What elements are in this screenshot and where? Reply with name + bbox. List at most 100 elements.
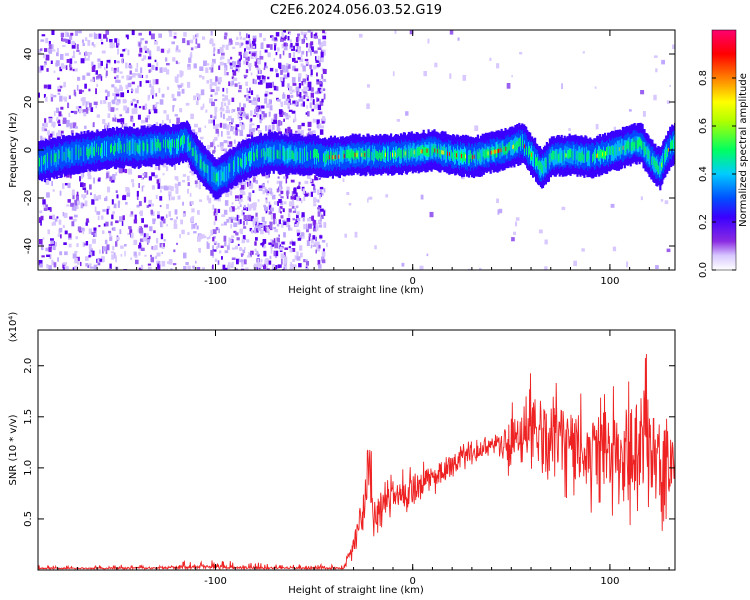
spectrogram-cell bbox=[79, 176, 81, 182]
spectrogram-cell bbox=[59, 66, 63, 72]
spectrogram-cell bbox=[256, 98, 260, 101]
spectrogram-cell bbox=[154, 59, 157, 63]
spectrogram-cell bbox=[218, 250, 222, 254]
spectrogram-cell bbox=[203, 60, 207, 66]
spectrogram-cell bbox=[269, 67, 274, 72]
spectrogram-cell bbox=[41, 126, 46, 132]
spectrogram-cell bbox=[38, 239, 43, 245]
spectrogram-cell bbox=[71, 189, 75, 196]
spectrogram-cell bbox=[84, 37, 88, 41]
spectrogram-cell bbox=[63, 212, 68, 218]
spectrogram-cell bbox=[272, 264, 275, 269]
spectrogram-cell bbox=[173, 32, 177, 35]
spectrogram-cell bbox=[63, 65, 66, 69]
spectrogram-cell bbox=[247, 255, 251, 258]
spectrogram-cell bbox=[290, 227, 293, 231]
spectrogram-cell bbox=[311, 108, 314, 112]
spectrogram-cell bbox=[77, 76, 81, 81]
spectrogram-cell bbox=[323, 210, 326, 216]
spectrogram-cell bbox=[101, 42, 104, 45]
spectrogram-cell bbox=[59, 85, 63, 89]
spectrogram-cell bbox=[280, 190, 284, 195]
spectrogram-cell bbox=[271, 194, 276, 200]
spectrogram-cell bbox=[72, 218, 77, 222]
spectrogram-cell bbox=[136, 100, 139, 104]
spectrogram-cell bbox=[244, 259, 247, 265]
spectrogram-cell bbox=[122, 167, 125, 173]
spectrogram-cell bbox=[653, 94, 657, 101]
spectrogram-cell bbox=[44, 48, 48, 52]
spectrogram-cell bbox=[299, 235, 303, 240]
spectrogram-cell bbox=[655, 68, 658, 73]
spectrogram-cell bbox=[226, 88, 229, 94]
spectrogram-cell bbox=[80, 58, 85, 64]
spectrogram-cell bbox=[229, 62, 233, 66]
spectrogram-cell bbox=[297, 46, 300, 52]
spectrogram-cell bbox=[235, 124, 240, 128]
spectrogram-cell bbox=[50, 44, 54, 50]
spectrogram-cell bbox=[192, 265, 195, 269]
spectrogram-cell bbox=[300, 63, 304, 67]
spectrogram-cell bbox=[270, 207, 274, 212]
spectrogram-cell bbox=[144, 254, 147, 257]
spectrogram-cell bbox=[215, 227, 219, 231]
spectrogram-cell bbox=[264, 188, 268, 193]
spectrogram-cell bbox=[278, 199, 282, 204]
spectrogram-cell bbox=[165, 214, 168, 218]
spectrogram-cell bbox=[297, 130, 300, 135]
spectrogram-cell bbox=[105, 30, 109, 35]
spectrogram-cell bbox=[54, 218, 58, 222]
spectrogram-cell bbox=[245, 61, 249, 66]
spectrogram-cell bbox=[497, 209, 500, 215]
spectrogram-cell bbox=[142, 237, 147, 242]
spectrogram-cell bbox=[263, 113, 267, 118]
spectrogram-cell bbox=[312, 130, 316, 134]
spectrogram-cell bbox=[111, 251, 115, 254]
spectrogram-cell bbox=[72, 267, 75, 270]
spectrogram-cell bbox=[318, 62, 321, 66]
spectrogram-cell bbox=[318, 111, 323, 115]
spectrogram-cell bbox=[38, 69, 42, 73]
spectrogram-cell bbox=[80, 89, 83, 94]
spectrogram-cell bbox=[78, 52, 81, 55]
spectrogram-cell bbox=[304, 92, 308, 97]
spectrogram-cell bbox=[244, 247, 246, 250]
spectrogram-cell bbox=[196, 225, 199, 230]
spectrogram-cell bbox=[139, 47, 143, 53]
spectrogram-cell bbox=[282, 208, 285, 213]
spectrogram-cell bbox=[259, 74, 263, 78]
spectrogram-cell bbox=[296, 218, 301, 221]
spectrogram-cell bbox=[237, 219, 241, 225]
spectrogram-cell bbox=[212, 237, 215, 242]
spectrogram-cell bbox=[169, 186, 174, 191]
spectrogram-cell bbox=[127, 49, 130, 56]
spectrogram-cell bbox=[295, 42, 299, 47]
spectrogram-cell bbox=[275, 73, 279, 78]
spectrogram-cell bbox=[176, 45, 179, 51]
spectrogram-cell bbox=[141, 119, 145, 124]
spectrogram-cell bbox=[51, 121, 56, 127]
spectrogram-cell bbox=[117, 202, 120, 208]
spectrogram-cell bbox=[86, 190, 89, 195]
spectrogram-cell bbox=[259, 33, 262, 38]
spectrogram-cell bbox=[316, 81, 320, 85]
spectrogram-cell bbox=[56, 52, 59, 57]
spectrogram-cell bbox=[308, 235, 311, 241]
spectrogram-cell bbox=[104, 89, 108, 93]
spectrogram-cell bbox=[177, 181, 181, 186]
spectrogram-cell bbox=[152, 79, 156, 85]
spectrogram-cell bbox=[299, 131, 304, 135]
spectrogram-cell bbox=[119, 167, 123, 174]
spectrogram-cell bbox=[105, 221, 109, 227]
spectrogram-cell bbox=[302, 65, 306, 72]
spectrogram-cell bbox=[194, 123, 198, 128]
spectrogram-cell bbox=[88, 228, 92, 234]
spectrogram-cell bbox=[252, 38, 257, 42]
spectrogram-cell bbox=[151, 172, 155, 177]
spectrogram-cell bbox=[168, 211, 171, 217]
spectrogram-cell bbox=[629, 109, 632, 112]
spectrogram-cell bbox=[95, 88, 97, 95]
spectrogram-cell bbox=[225, 191, 230, 198]
spectrogram-cell bbox=[213, 124, 217, 129]
spectrogram-cell bbox=[113, 203, 117, 209]
